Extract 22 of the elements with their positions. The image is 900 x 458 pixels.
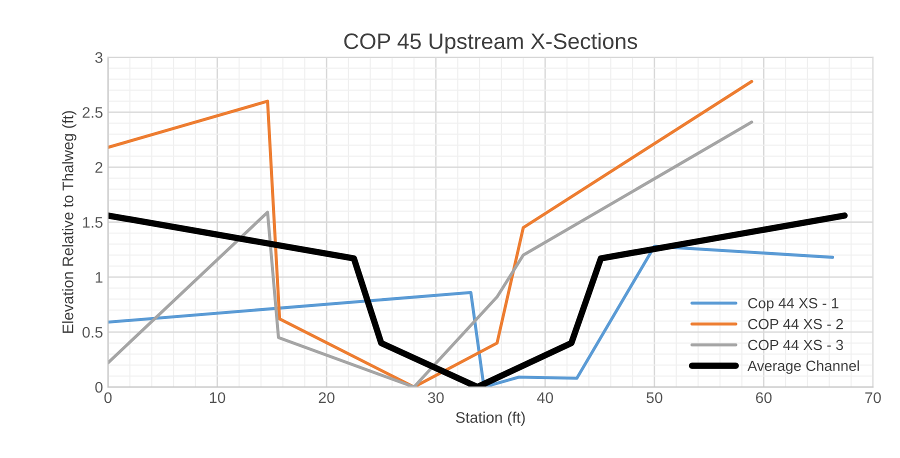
- x-tick-label: 70: [865, 392, 881, 404]
- legend-label: COP 44 XS - 2: [748, 318, 843, 330]
- legend-label: Cop 44 XS - 1: [748, 298, 838, 312]
- chart-title: COP 45 Upstream X-Sections: [344, 32, 638, 54]
- legend-label: COP 44 XS - 3: [748, 340, 843, 350]
- legend-label: Average Channel: [747, 360, 859, 374]
- x-tick-label: 40: [537, 392, 554, 404]
- x-axis-title: Station (ft): [456, 412, 525, 426]
- y-axis-title: Elevation Relative to Thalweg (ft): [62, 111, 76, 333]
- x-tick-label: 10: [210, 392, 226, 404]
- y-tick-label: 0.5: [82, 326, 102, 338]
- x-tick-label: 30: [428, 392, 444, 404]
- y-tick-label: 1: [96, 272, 102, 283]
- y-tick-label: 2: [95, 162, 102, 173]
- x-tick-label: 60: [756, 392, 772, 404]
- y-tick-label: 3: [95, 52, 102, 63]
- x-tick-label: 20: [318, 392, 334, 404]
- x-tick-label: 0: [104, 392, 112, 404]
- y-tick-label: 1.5: [83, 217, 102, 228]
- x-tick-label: 50: [646, 392, 662, 404]
- y-tick-label: 2.5: [82, 107, 102, 118]
- y-tick-label: 0: [95, 382, 103, 393]
